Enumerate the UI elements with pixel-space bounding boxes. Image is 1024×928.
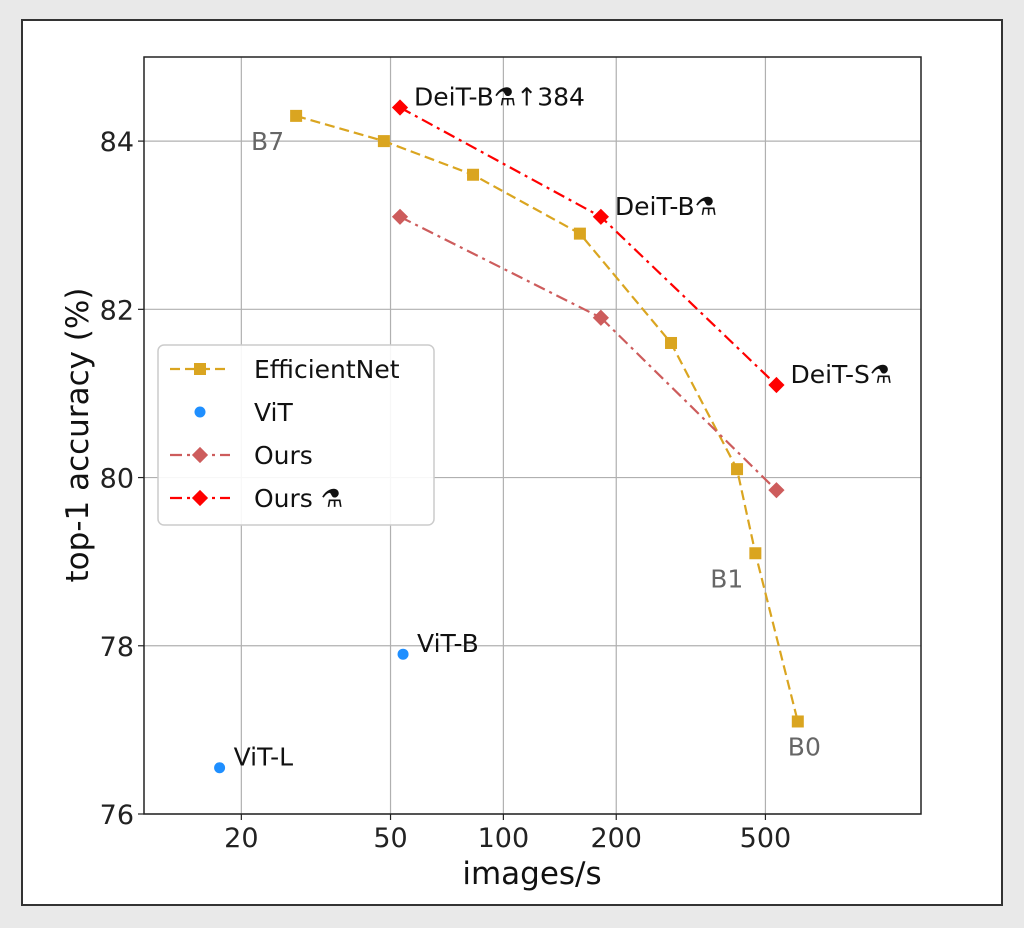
legend-label-efficientnet: EfficientNet — [254, 355, 400, 384]
y-tick-label: 82 — [100, 295, 134, 326]
x-tick-label: 50 — [373, 823, 407, 854]
y-axis-title: top-1 accuracy (%) — [60, 288, 96, 583]
x-tick-label: 20 — [224, 823, 258, 854]
x-tick-label: 500 — [740, 823, 792, 854]
series-line-ours — [399, 106, 778, 386]
point-efficientnet — [665, 336, 678, 349]
y-tick-label: 84 — [100, 127, 134, 158]
legend-label-ours: Ours — [254, 441, 313, 470]
point-label: ViT-B — [417, 629, 479, 658]
point-label: B7 — [251, 127, 284, 156]
x-tick-label: 100 — [478, 823, 530, 854]
y-tick-label: 76 — [100, 800, 134, 831]
legend-marker-efficientnet — [194, 363, 206, 375]
point-efficientnet — [377, 135, 390, 148]
legend-label-ours: Ours ⚗ — [254, 484, 343, 513]
axis-ticks: 20 50 100 200 500 76 78 80 82 84 — [100, 127, 792, 854]
y-tick-label: 80 — [100, 464, 134, 495]
legend-marker-ours — [191, 489, 209, 507]
x-tick-label: 200 — [590, 823, 642, 854]
point-efficientnet — [749, 547, 762, 560]
series-line-efficientnet — [295, 114, 799, 722]
legend-marker-vit — [194, 406, 206, 418]
point-efficientnet — [791, 715, 804, 728]
point-efficientnet — [573, 227, 586, 240]
point-ours — [592, 309, 609, 326]
series-line-ours — [399, 215, 778, 491]
point-vit — [397, 648, 409, 660]
point-vit — [214, 762, 226, 774]
point-efficientnet — [467, 168, 480, 181]
y-tick-label: 78 — [100, 632, 134, 663]
point-label: B0 — [788, 732, 821, 761]
x-axis-title: images/s — [462, 856, 601, 892]
point-label: B1 — [710, 564, 743, 593]
point-label: DeiT-S⚗ — [790, 360, 892, 389]
point-efficientnet — [290, 109, 303, 122]
point-label: DeiT-B⚗ — [615, 192, 717, 221]
point-ours — [768, 482, 785, 499]
legend-marker-ours — [191, 446, 209, 464]
legend-label-vit: ViT — [254, 398, 293, 427]
point-ours — [768, 376, 785, 394]
plot-area-border — [143, 56, 922, 815]
point-label: DeiT-B⚗↑384 — [414, 82, 585, 111]
point-ours — [391, 208, 409, 225]
legend-box — [157, 344, 435, 526]
point-efficientnet — [731, 463, 744, 476]
data-points — [214, 99, 804, 774]
point-ours — [391, 99, 409, 116]
point-ours — [592, 208, 609, 225]
point-label: ViT-L — [234, 743, 293, 772]
point-labels: DeiT-B⚗↑384 DeiT-B⚗ DeiT-S⚗ ViT-B ViT-L B7 B1 B… — [234, 82, 893, 771]
legend: EfficientNet ViT Ours Ours ⚗ — [157, 344, 435, 526]
